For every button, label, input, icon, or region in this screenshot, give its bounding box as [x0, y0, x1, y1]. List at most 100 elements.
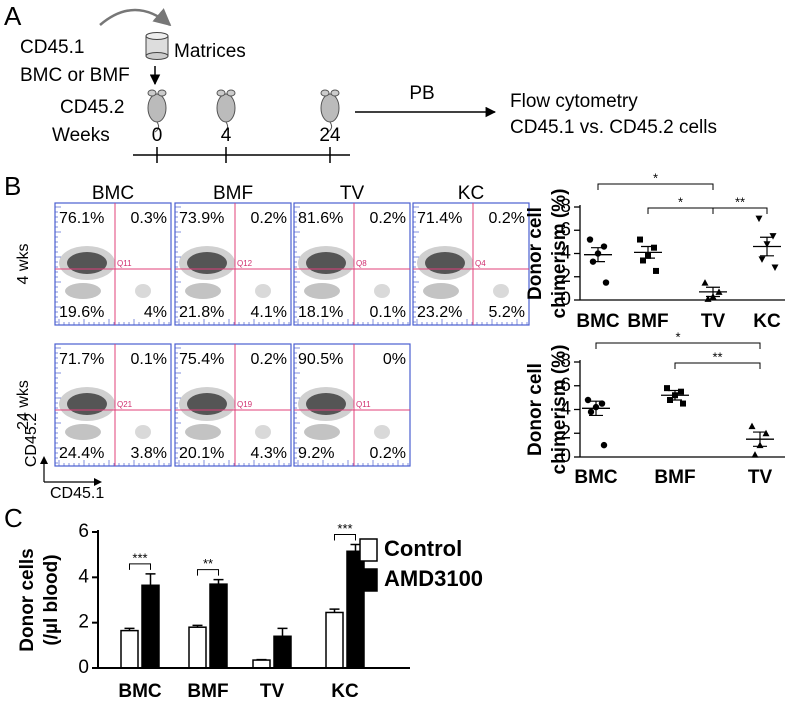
bar — [120, 629, 139, 669]
quadrant-percent: 4.1% — [251, 304, 287, 321]
y-tick-label: 6 — [560, 375, 571, 396]
quadrant-percent: 4.3% — [251, 445, 287, 462]
arrow-head — [40, 456, 102, 486]
cell-cloud — [59, 387, 115, 421]
y-tick-label: 2 — [560, 422, 571, 443]
sem-bar — [589, 400, 603, 417]
cell-cloud — [423, 283, 459, 299]
point — [587, 408, 595, 416]
significance-bracket — [334, 533, 356, 541]
mouse-tail — [154, 121, 160, 133]
cell-cloud — [304, 283, 340, 299]
legend-swatch — [359, 568, 378, 592]
readout: CD45.1 vs. CD45.2 cells — [510, 117, 717, 138]
quadrant-percent: 0% — [383, 351, 406, 368]
cell-cloud — [65, 283, 101, 299]
y-tick-label: 6 — [78, 521, 89, 542]
mouse-tail — [327, 121, 333, 133]
significance-bracket — [674, 362, 761, 369]
donor-label: CD45.1 — [20, 37, 84, 58]
cell-cloud — [179, 387, 235, 421]
significance-bracket — [129, 563, 151, 570]
x-tick-label: BMF — [654, 467, 695, 488]
cell-cloud — [135, 284, 151, 298]
cell-cloud — [298, 246, 354, 280]
y-axis-label: Donor cells — [17, 548, 38, 651]
point — [758, 256, 766, 263]
significance-bracket — [597, 183, 714, 190]
y-tick-label: 0 — [78, 657, 89, 678]
cell-cloud — [179, 246, 235, 280]
y-axis-label: chimerism (%) — [549, 189, 570, 319]
point — [678, 388, 684, 395]
quadrant-percent: 81.6% — [298, 210, 343, 227]
legend-label: AMD3100 — [384, 566, 483, 591]
quadrant-percent: 71.4% — [417, 210, 462, 227]
y-axis-label: chimerism (%) — [549, 345, 570, 475]
cell-cloud — [135, 425, 151, 439]
legend-swatch — [359, 538, 378, 562]
quadrant-percent: 23.2% — [417, 304, 462, 321]
mouse-ear — [147, 89, 157, 97]
point — [701, 279, 709, 286]
route-label: PB — [409, 83, 434, 104]
flow-frame — [174, 202, 292, 326]
mouse-ear — [157, 89, 167, 97]
quadrant-percent: 4% — [144, 304, 167, 321]
y-tick-label: 4 — [560, 399, 571, 420]
point — [637, 236, 643, 243]
flow-plots: BMC BMF TV KC 4 wks Q11 76.1% 0.3% 19.6% 4% Q12 73.… — [15, 183, 530, 502]
x-tick-label: TV — [748, 467, 773, 488]
matrix-icon — [145, 32, 169, 60]
sem-bar — [641, 245, 655, 259]
y-axis-label: Donor cell — [525, 363, 546, 456]
cell-cloud — [493, 284, 509, 298]
error-bar — [329, 608, 340, 613]
x-tick-label: TV — [701, 311, 726, 332]
transfer-arrow — [99, 8, 172, 27]
quadrant-percent: 0.2% — [370, 210, 406, 227]
cell-cloud — [255, 284, 271, 298]
x-tick-label: KC — [753, 311, 781, 332]
error-bar — [192, 624, 203, 628]
bar — [141, 584, 160, 669]
bar — [273, 635, 292, 669]
y-tick-label: 2 — [78, 612, 89, 633]
y-tick-label: 8 — [560, 196, 571, 217]
bar — [325, 611, 344, 669]
quadrant-percent: 71.7% — [59, 351, 104, 368]
x-tick-label: BMF — [627, 311, 668, 332]
y-tick-label: 8 — [560, 351, 571, 372]
x-tick-label: TV — [260, 681, 285, 702]
quadrant-percent: 9.2% — [298, 445, 334, 462]
mouse-tail — [223, 121, 229, 133]
sem-bar — [760, 236, 774, 257]
panel-label: B — [4, 171, 21, 201]
cell-cloud — [304, 424, 340, 440]
source-label: BMC or BMF — [20, 65, 130, 86]
point — [771, 264, 779, 271]
point — [584, 396, 592, 404]
gate-label: Q4 — [475, 259, 486, 268]
mouse-ear — [320, 89, 330, 97]
week: 24 — [319, 125, 341, 146]
significance-label: ** — [712, 349, 722, 364]
cell-cloud — [374, 284, 390, 298]
point — [755, 215, 763, 223]
cell-cloud — [185, 283, 221, 299]
mouse-ear — [216, 89, 226, 97]
quadrant-percent: 20.1% — [179, 445, 224, 462]
cell-cloud — [65, 424, 101, 440]
error-bar — [145, 573, 156, 586]
quadrant-percent: 0.3% — [131, 210, 167, 227]
gate-label: Q11 — [356, 400, 371, 409]
error-bar — [213, 578, 224, 585]
quadrant-percent: 3.8% — [131, 445, 167, 462]
panel-label: C — [4, 503, 23, 533]
point — [602, 279, 610, 286]
recipient-label: CD45.2 — [60, 97, 124, 118]
error-bar — [350, 543, 361, 552]
quadrant-percent: 18.1% — [298, 304, 343, 321]
error-bar — [277, 627, 288, 637]
